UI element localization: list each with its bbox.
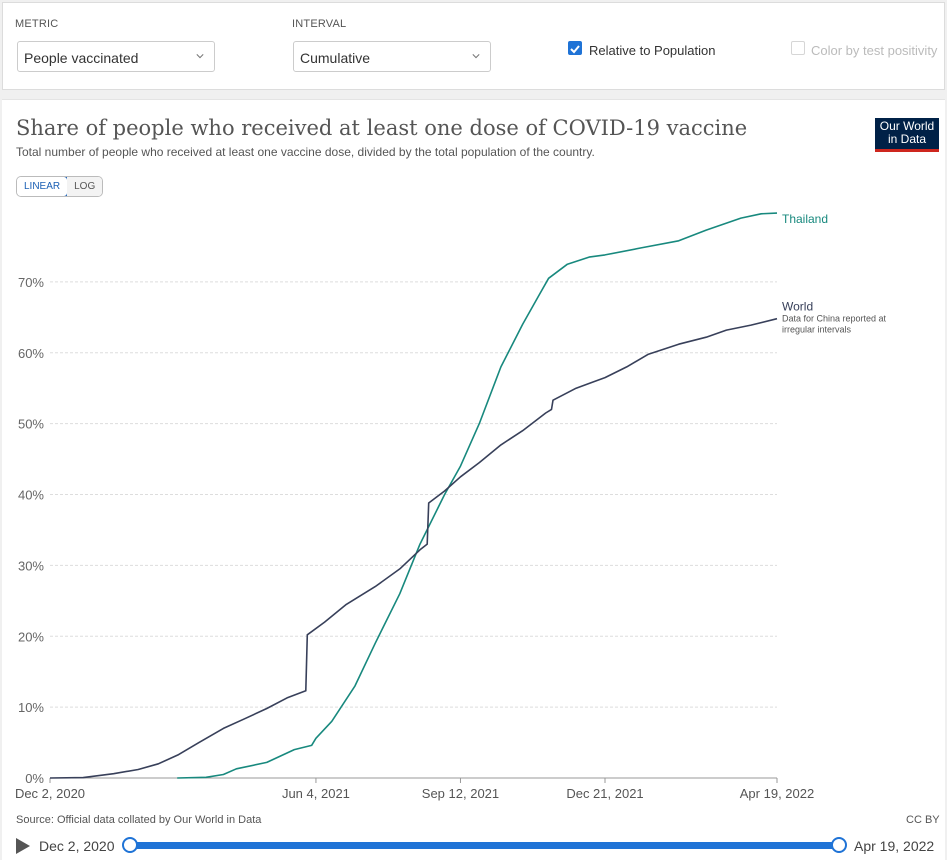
interval-value: Cumulative [300, 50, 371, 66]
y-tick-label: 20% [18, 629, 44, 644]
y-tick-label: 0% [25, 771, 44, 786]
metric-value: People vaccinated [24, 50, 139, 66]
chart-panel: Share of people who received at least on… [2, 99, 945, 860]
timeline-track[interactable] [129, 842, 839, 849]
controls-bar: METRIC People vaccinated INTERVAL Cumula… [2, 2, 945, 90]
play-icon[interactable] [16, 838, 30, 854]
y-tick-label: 40% [18, 488, 44, 503]
x-axis: Dec 2, 2020 Jun 4, 2021 Sep 12, 2021 Dec 21… [15, 777, 814, 801]
y-tick-label: 50% [18, 417, 44, 432]
relative-label[interactable]: Relative to Population [589, 43, 716, 58]
relative-checkbox[interactable] [568, 41, 582, 55]
y-tick-label: 30% [18, 558, 44, 573]
metric-label: METRIC [15, 18, 59, 30]
series-label-world: World [782, 300, 813, 314]
line-chart: 0% 10% 20% 30% 40% 50% 60% 70% Dec 2, 2020 Jun 4… [15, 212, 887, 801]
grid-lines [50, 281, 777, 708]
x-tick-label: Apr 19, 2022 [740, 786, 814, 801]
logo-line2: in Data [887, 132, 927, 146]
chart-subtitle: Total number of people who received at l… [16, 145, 595, 159]
series-line-world [49, 317, 778, 779]
timeline-start-handle[interactable] [122, 837, 138, 853]
chevron-down-icon [196, 54, 204, 59]
series-lines [49, 212, 778, 779]
x-tick-label: Dec 21, 2021 [566, 786, 643, 801]
checkmark-icon [570, 45, 580, 54]
interval-label: INTERVAL [292, 18, 347, 30]
timeline-start-label: Dec 2, 2020 [39, 838, 115, 854]
x-tick-label: Jun 4, 2021 [282, 786, 350, 801]
chart-title: Share of people who received at least on… [16, 116, 748, 140]
y-axis-ticks: 0% 10% 20% 30% 40% 50% 60% 70% [18, 275, 44, 786]
series-label-thailand: Thailand [782, 212, 828, 226]
logo-bar [875, 149, 939, 152]
color-positivity-checkbox[interactable] [791, 41, 805, 55]
y-tick-label: 60% [18, 346, 44, 361]
chevron-down-icon [472, 54, 480, 59]
source-note: Source: Official data collated by Our Wo… [16, 814, 262, 826]
log-toggle[interactable]: LOG [67, 177, 103, 196]
interval-select[interactable]: Cumulative [293, 41, 491, 72]
owid-logo[interactable]: Our World in Data [875, 118, 939, 152]
color-positivity-label[interactable]: Color by test positivity [811, 43, 938, 58]
timeline-end-handle[interactable] [831, 837, 847, 853]
timeline-end-label: Apr 19, 2022 [854, 838, 935, 854]
scale-toggle: LINEAR LOG [16, 176, 104, 197]
metric-select[interactable]: People vaccinated [17, 41, 215, 72]
series-note: irregular intervals [782, 325, 852, 335]
y-tick-label: 10% [18, 700, 44, 715]
x-tick-label: Sep 12, 2021 [422, 786, 499, 801]
license-link[interactable]: CC BY [906, 814, 940, 826]
series-line-thailand [177, 212, 778, 779]
series-note: Data for China reported at [782, 314, 887, 324]
x-tick-label: Dec 2, 2020 [15, 786, 85, 801]
y-tick-label: 70% [18, 275, 44, 290]
logo-line1: Our World [879, 119, 935, 133]
